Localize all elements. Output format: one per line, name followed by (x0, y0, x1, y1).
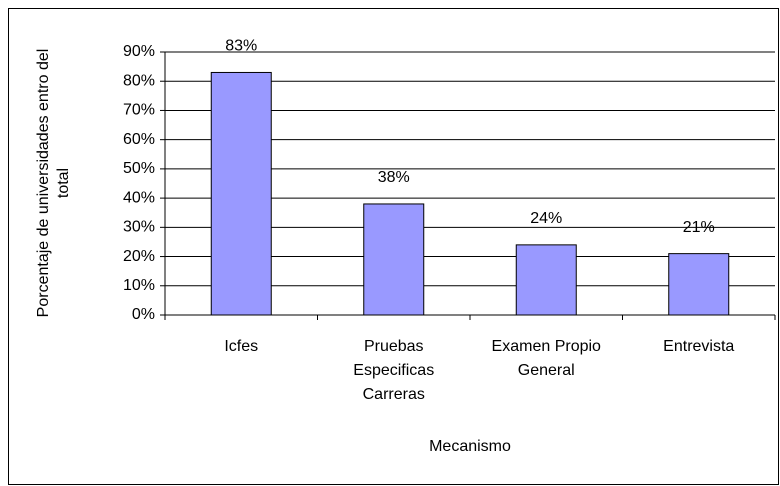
y-tick-label: 20% (123, 248, 155, 265)
y-tick-label: 90% (123, 43, 155, 60)
y-tick-label: 10% (123, 277, 155, 294)
x-tick-label: Icfes (224, 338, 258, 355)
y-tick-label: 30% (123, 219, 155, 236)
x-tick-label: Examen Propio General (492, 338, 601, 379)
y-tick-label: 40% (123, 189, 155, 206)
data-label: 83% (225, 38, 257, 55)
bar (515, 244, 577, 316)
data-label: 21% (683, 219, 715, 236)
x-tick-label: Entrevista (663, 338, 734, 355)
y-tick-label: 80% (123, 72, 155, 89)
x-tick-label: Pruebas Especificas Carreras (353, 338, 434, 403)
y-tick-label: 50% (123, 160, 155, 177)
bar (363, 203, 425, 316)
data-label: 24% (530, 210, 562, 227)
x-axis-label: Mecanismo (429, 438, 511, 455)
bar (210, 71, 272, 316)
y-tick-label: 60% (123, 131, 155, 148)
y-tick-label: 70% (123, 102, 155, 119)
bar (668, 253, 730, 316)
y-axis-label: Porcentaje de universidades entro del tot… (35, 49, 72, 318)
y-tick-label: 0% (132, 306, 155, 323)
data-label: 38% (378, 169, 410, 186)
